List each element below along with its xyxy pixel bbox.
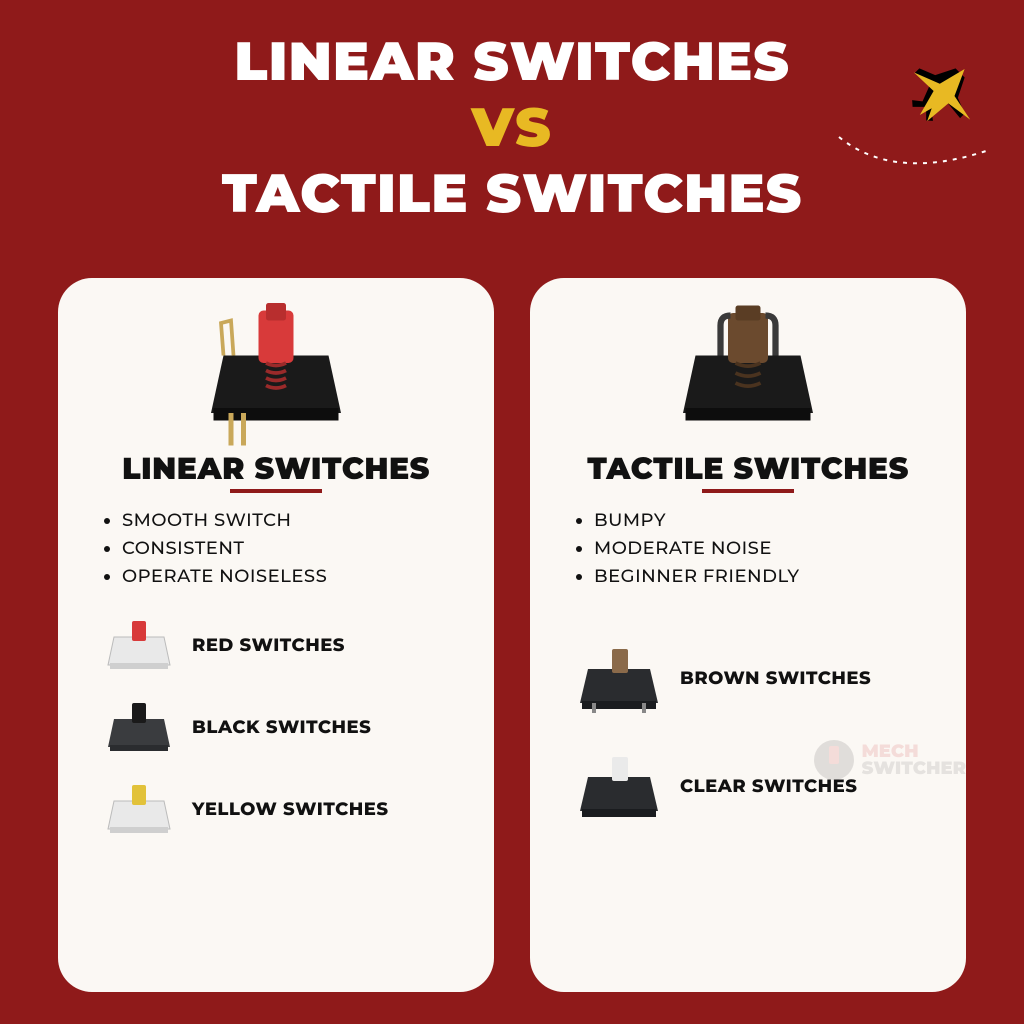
- example-row: RED SWITCHES: [104, 615, 388, 675]
- switch-icon-red: [104, 615, 174, 675]
- tactile-examples: BROWN SWITCHES CLEAR SWITCHES: [576, 641, 871, 823]
- example-row: BLACK SWITCHES: [104, 697, 388, 757]
- watermark-line2: SWITCHER: [862, 760, 966, 777]
- example-label: BLACK SWITCHES: [192, 716, 371, 738]
- title-underline: [702, 489, 794, 493]
- card-title-linear: LINEAR SWITCHES: [122, 450, 430, 487]
- header: LINEAR SWITCHES VS TACTILE SWITCHES: [0, 28, 1024, 226]
- linear-bullets: SMOOTH SWITCH CONSISTENT OPERATE NOISELE…: [122, 509, 327, 593]
- example-label: BROWN SWITCHES: [680, 667, 871, 689]
- bullet-item: OPERATE NOISELESS: [122, 565, 327, 587]
- tactile-bullets: BUMPY MODERATE NOISE BEGINNER FRIENDLY: [594, 509, 800, 593]
- watermark: MECH SWITCHER: [812, 738, 966, 782]
- header-vs: VS: [471, 94, 552, 160]
- bullet-item: BEGINNER FRIENDLY: [594, 565, 800, 587]
- switch-icon-clear: [576, 749, 662, 823]
- example-row: BROWN SWITCHES: [576, 641, 871, 715]
- title-underline: [230, 489, 322, 493]
- card-linear: LINEAR SWITCHES SMOOTH SWITCH CONSISTENT…: [58, 278, 494, 992]
- bullet-item: CONSISTENT: [122, 537, 327, 559]
- linear-main-switch-icon: [201, 298, 351, 448]
- airplane-icon: [902, 56, 982, 136]
- bullet-item: SMOOTH SWITCH: [122, 509, 327, 531]
- bullet-item: MODERATE NOISE: [594, 537, 800, 559]
- card-title-tactile: TACTILE SWITCHES: [587, 450, 909, 487]
- switch-icon-black: [104, 697, 174, 757]
- example-label: YELLOW SWITCHES: [192, 798, 388, 820]
- switch-icon-yellow: [104, 779, 174, 839]
- cards-row: LINEAR SWITCHES SMOOTH SWITCH CONSISTENT…: [58, 278, 966, 992]
- header-line1: LINEAR SWITCHES: [0, 28, 1024, 94]
- bullet-item: BUMPY: [594, 509, 800, 531]
- card-tactile: TACTILE SWITCHES BUMPY MODERATE NOISE BE…: [530, 278, 966, 992]
- example-row: YELLOW SWITCHES: [104, 779, 388, 839]
- linear-examples: RED SWITCHES BLACK SWITCHES YELLOW SWITC…: [104, 615, 388, 839]
- example-label: RED SWITCHES: [192, 634, 345, 656]
- watermark-icon: [812, 738, 856, 782]
- airplane-trail: [834, 132, 994, 172]
- tactile-main-switch-icon: [673, 298, 823, 448]
- switch-icon-brown: [576, 641, 662, 715]
